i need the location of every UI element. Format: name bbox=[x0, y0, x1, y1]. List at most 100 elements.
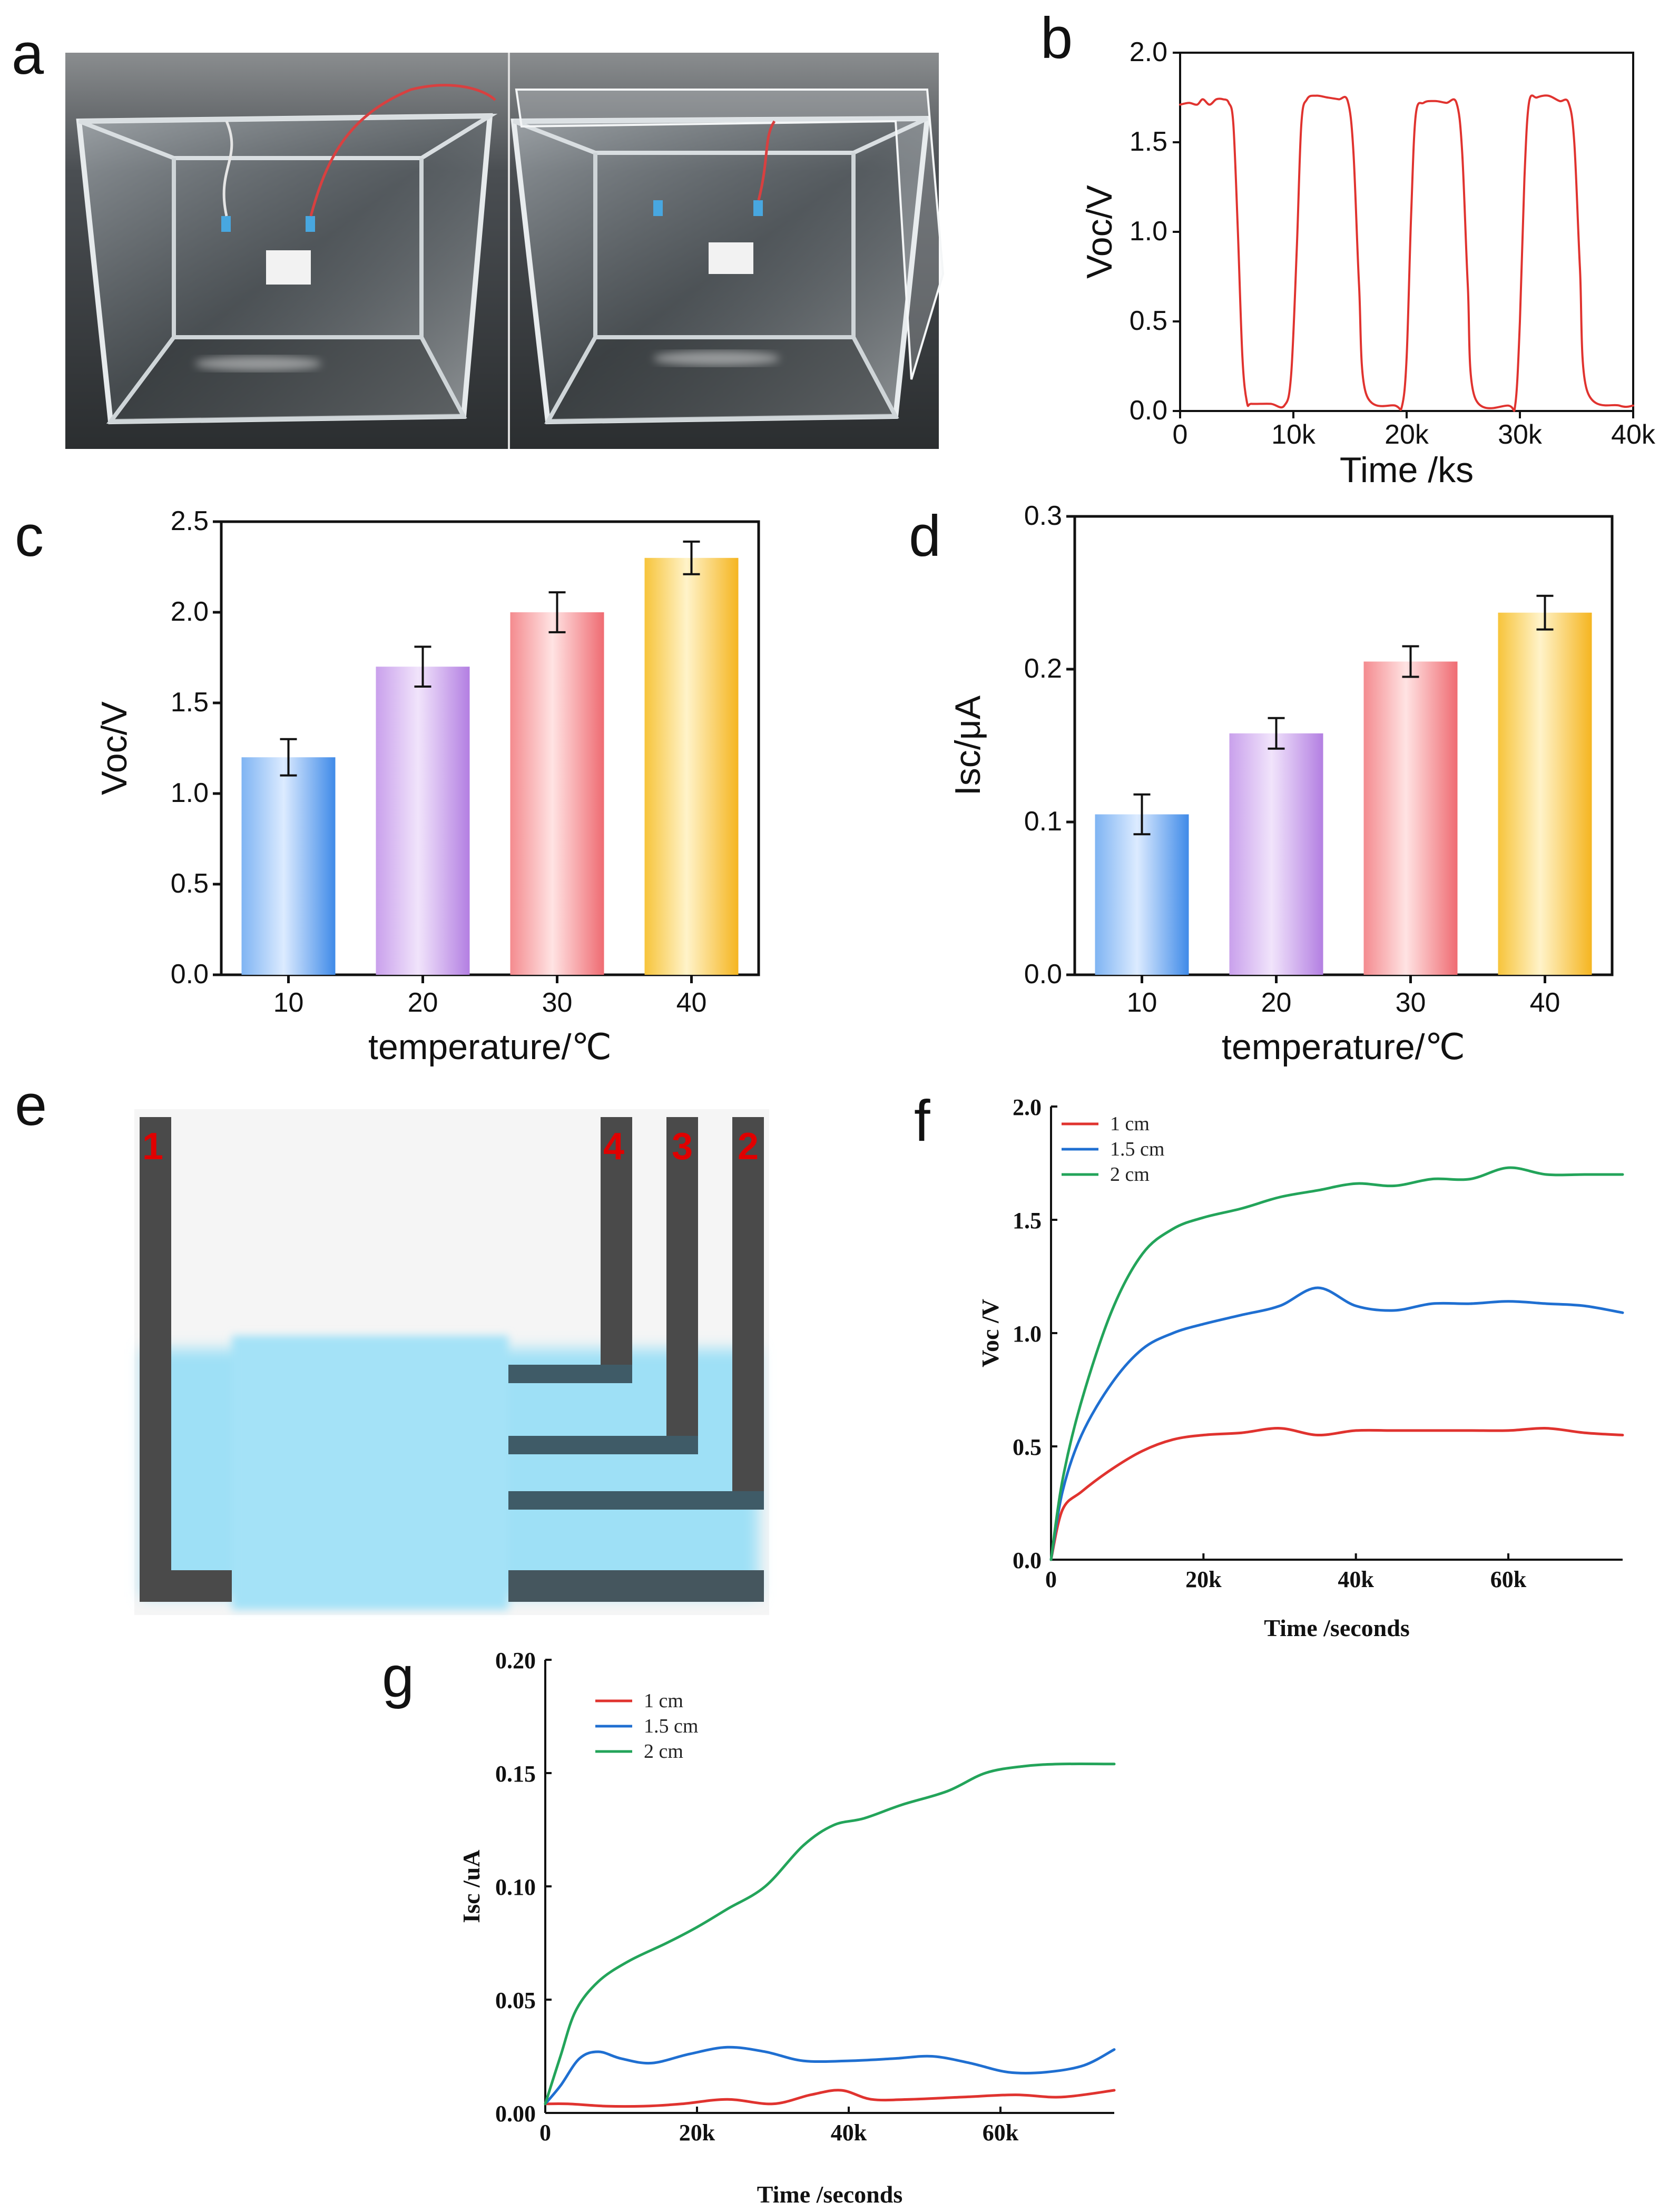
x-axis-title: temperature/℃ bbox=[368, 1027, 612, 1067]
series-line-1-cm bbox=[1049, 1427, 1624, 1561]
x-tick-label: 0 bbox=[539, 2120, 551, 2146]
y-tick-label: 0.5 bbox=[1130, 306, 1167, 336]
y-tick-label: 0.2 bbox=[1024, 653, 1062, 684]
y-tick-label: 0.1 bbox=[1024, 806, 1062, 837]
x-axis-title: Time /seconds bbox=[757, 2181, 902, 2208]
x-tick-label: 40 bbox=[676, 987, 707, 1018]
membrane-sample-icon bbox=[266, 250, 311, 285]
panel-e-diagram: 1 4 3 2 bbox=[134, 1109, 769, 1615]
electrode-3 bbox=[666, 1117, 698, 1452]
electrode-4 bbox=[601, 1117, 632, 1383]
y-tick-label: 0.0 bbox=[1013, 1548, 1042, 1573]
glass-tank-left bbox=[76, 84, 498, 425]
electrode-label-3: 3 bbox=[672, 1125, 693, 1168]
y-tick-label: 2.0 bbox=[1130, 37, 1167, 67]
x-axis-title: temperature/℃ bbox=[1222, 1027, 1465, 1067]
x-tick-label: 40k bbox=[1338, 1567, 1374, 1592]
x-tick-label: 0 bbox=[1173, 419, 1188, 450]
y-axis-title: Isc/μA bbox=[948, 695, 988, 796]
x-tick-label: 40k bbox=[831, 2120, 867, 2146]
legend-label: 1.5 cm bbox=[644, 1715, 698, 1737]
electrode-1 bbox=[140, 1117, 171, 1602]
bar bbox=[241, 757, 336, 975]
y-axis-title: Isc /uA bbox=[458, 1849, 485, 1923]
bar bbox=[1498, 612, 1592, 975]
electrode-label-2: 2 bbox=[738, 1125, 759, 1168]
x-tick-label: 60k bbox=[1490, 1567, 1527, 1592]
y-tick-label: 2.0 bbox=[1013, 1094, 1042, 1120]
bar bbox=[510, 612, 604, 975]
x-tick-label: 20k bbox=[1385, 419, 1429, 450]
legend-label: 2 cm bbox=[1110, 1163, 1150, 1186]
y-tick-label: 0.0 bbox=[1024, 959, 1062, 990]
y-axis-title: Voc/V bbox=[94, 701, 134, 795]
x-axis-title: Time /seconds bbox=[1264, 1614, 1409, 1641]
y-tick-label: 0.05 bbox=[495, 1988, 536, 2013]
bar bbox=[1363, 661, 1458, 975]
y-tick-label: 0.5 bbox=[1013, 1434, 1042, 1460]
bar bbox=[1095, 814, 1189, 975]
chart-b: 0.0 0.5 1.0 1.5 2.0 Time /ks Voc/V 0 10k 20k 30k 40… bbox=[1079, 37, 1656, 490]
plastic-film-cover bbox=[515, 89, 945, 380]
y-tick-label: 0.10 bbox=[495, 1874, 536, 1900]
series-line-1_5-cm bbox=[544, 2045, 1116, 2106]
y-tick-label: 0.0 bbox=[1130, 395, 1167, 426]
chart-g: 0.00 0.05 0.10 0.15 0.20 Time /seconds Isc /uA… bbox=[458, 1648, 1116, 2208]
bar bbox=[1229, 733, 1323, 975]
y-tick-label: 2.0 bbox=[171, 596, 209, 627]
x-tick-label: 40 bbox=[1530, 987, 1560, 1018]
x-axis-title: Time /ks bbox=[1340, 450, 1474, 490]
y-tick-label: 1.5 bbox=[1013, 1208, 1042, 1234]
series-line-Voc bbox=[1179, 94, 1634, 412]
plot-frame bbox=[220, 520, 760, 976]
y-tick-label: 0.5 bbox=[171, 868, 209, 899]
panel-label-f: f bbox=[914, 1089, 930, 1153]
electrode-label-1: 1 bbox=[142, 1125, 163, 1168]
panel-label-d: d bbox=[909, 504, 941, 569]
chart-f: 0.0 0.5 1.0 1.5 2.0 Time /seconds Voc /V 0 20k 40… bbox=[977, 1094, 1624, 1641]
series-line-2-cm bbox=[1049, 1166, 1624, 1561]
panel-label-g: g bbox=[382, 1645, 414, 1709]
electrode-2 bbox=[732, 1117, 764, 1507]
electrode-label-4: 4 bbox=[603, 1125, 624, 1168]
panel-label-e: e bbox=[15, 1073, 47, 1138]
glass-tank-right bbox=[510, 89, 945, 425]
x-tick-label: 10 bbox=[273, 987, 304, 1018]
y-axis-title: Voc /V bbox=[977, 1299, 1004, 1367]
panel-a-photo bbox=[65, 53, 945, 449]
panel-label-c: c bbox=[15, 504, 44, 569]
electrode-2-base bbox=[508, 1570, 764, 1602]
bar bbox=[376, 667, 470, 975]
y-tick-label: 0.15 bbox=[495, 1761, 536, 1787]
y-tick-label: 0.3 bbox=[1024, 501, 1062, 531]
panel-label-b: b bbox=[1040, 6, 1073, 71]
legend-label: 1.5 cm bbox=[1110, 1138, 1164, 1160]
x-tick-label: 20k bbox=[679, 2120, 715, 2146]
chart-d: 0.0 0.1 0.2 0.3 temperature/℃ Isc/μA 10 20 30 40 bbox=[948, 501, 1614, 1067]
y-tick-label: 0.0 bbox=[171, 959, 209, 990]
x-tick-label: 10k bbox=[1271, 419, 1316, 450]
x-tick-label: 40k bbox=[1611, 419, 1656, 450]
legend-label: 1 cm bbox=[1110, 1113, 1150, 1135]
x-tick-label: 60k bbox=[983, 2120, 1019, 2146]
y-tick-label: 0.20 bbox=[495, 1648, 536, 1673]
legend-label: 2 cm bbox=[644, 1740, 683, 1763]
series-line-2-cm bbox=[544, 1762, 1116, 2106]
x-tick-label: 20 bbox=[1261, 987, 1292, 1018]
plot-frame bbox=[1073, 515, 1614, 976]
y-tick-label: 1.0 bbox=[1013, 1321, 1042, 1347]
y-axis-title: Voc/V bbox=[1079, 185, 1120, 279]
y-tick-label: 1.0 bbox=[171, 778, 209, 808]
x-tick-label: 30 bbox=[542, 987, 573, 1018]
y-tick-label: 2.5 bbox=[171, 506, 209, 536]
x-tick-label: 30k bbox=[1498, 419, 1543, 450]
x-tick-label: 20 bbox=[408, 987, 438, 1018]
y-tick-label: 0.00 bbox=[495, 2101, 536, 2127]
y-tick-label: 1.0 bbox=[1130, 216, 1167, 247]
x-tick-label: 30 bbox=[1396, 987, 1426, 1018]
panel-label-a: a bbox=[12, 22, 44, 86]
series-line-1-cm bbox=[544, 2089, 1116, 2108]
x-tick-label: 10 bbox=[1127, 987, 1157, 1018]
y-tick-label: 1.5 bbox=[1130, 126, 1167, 157]
